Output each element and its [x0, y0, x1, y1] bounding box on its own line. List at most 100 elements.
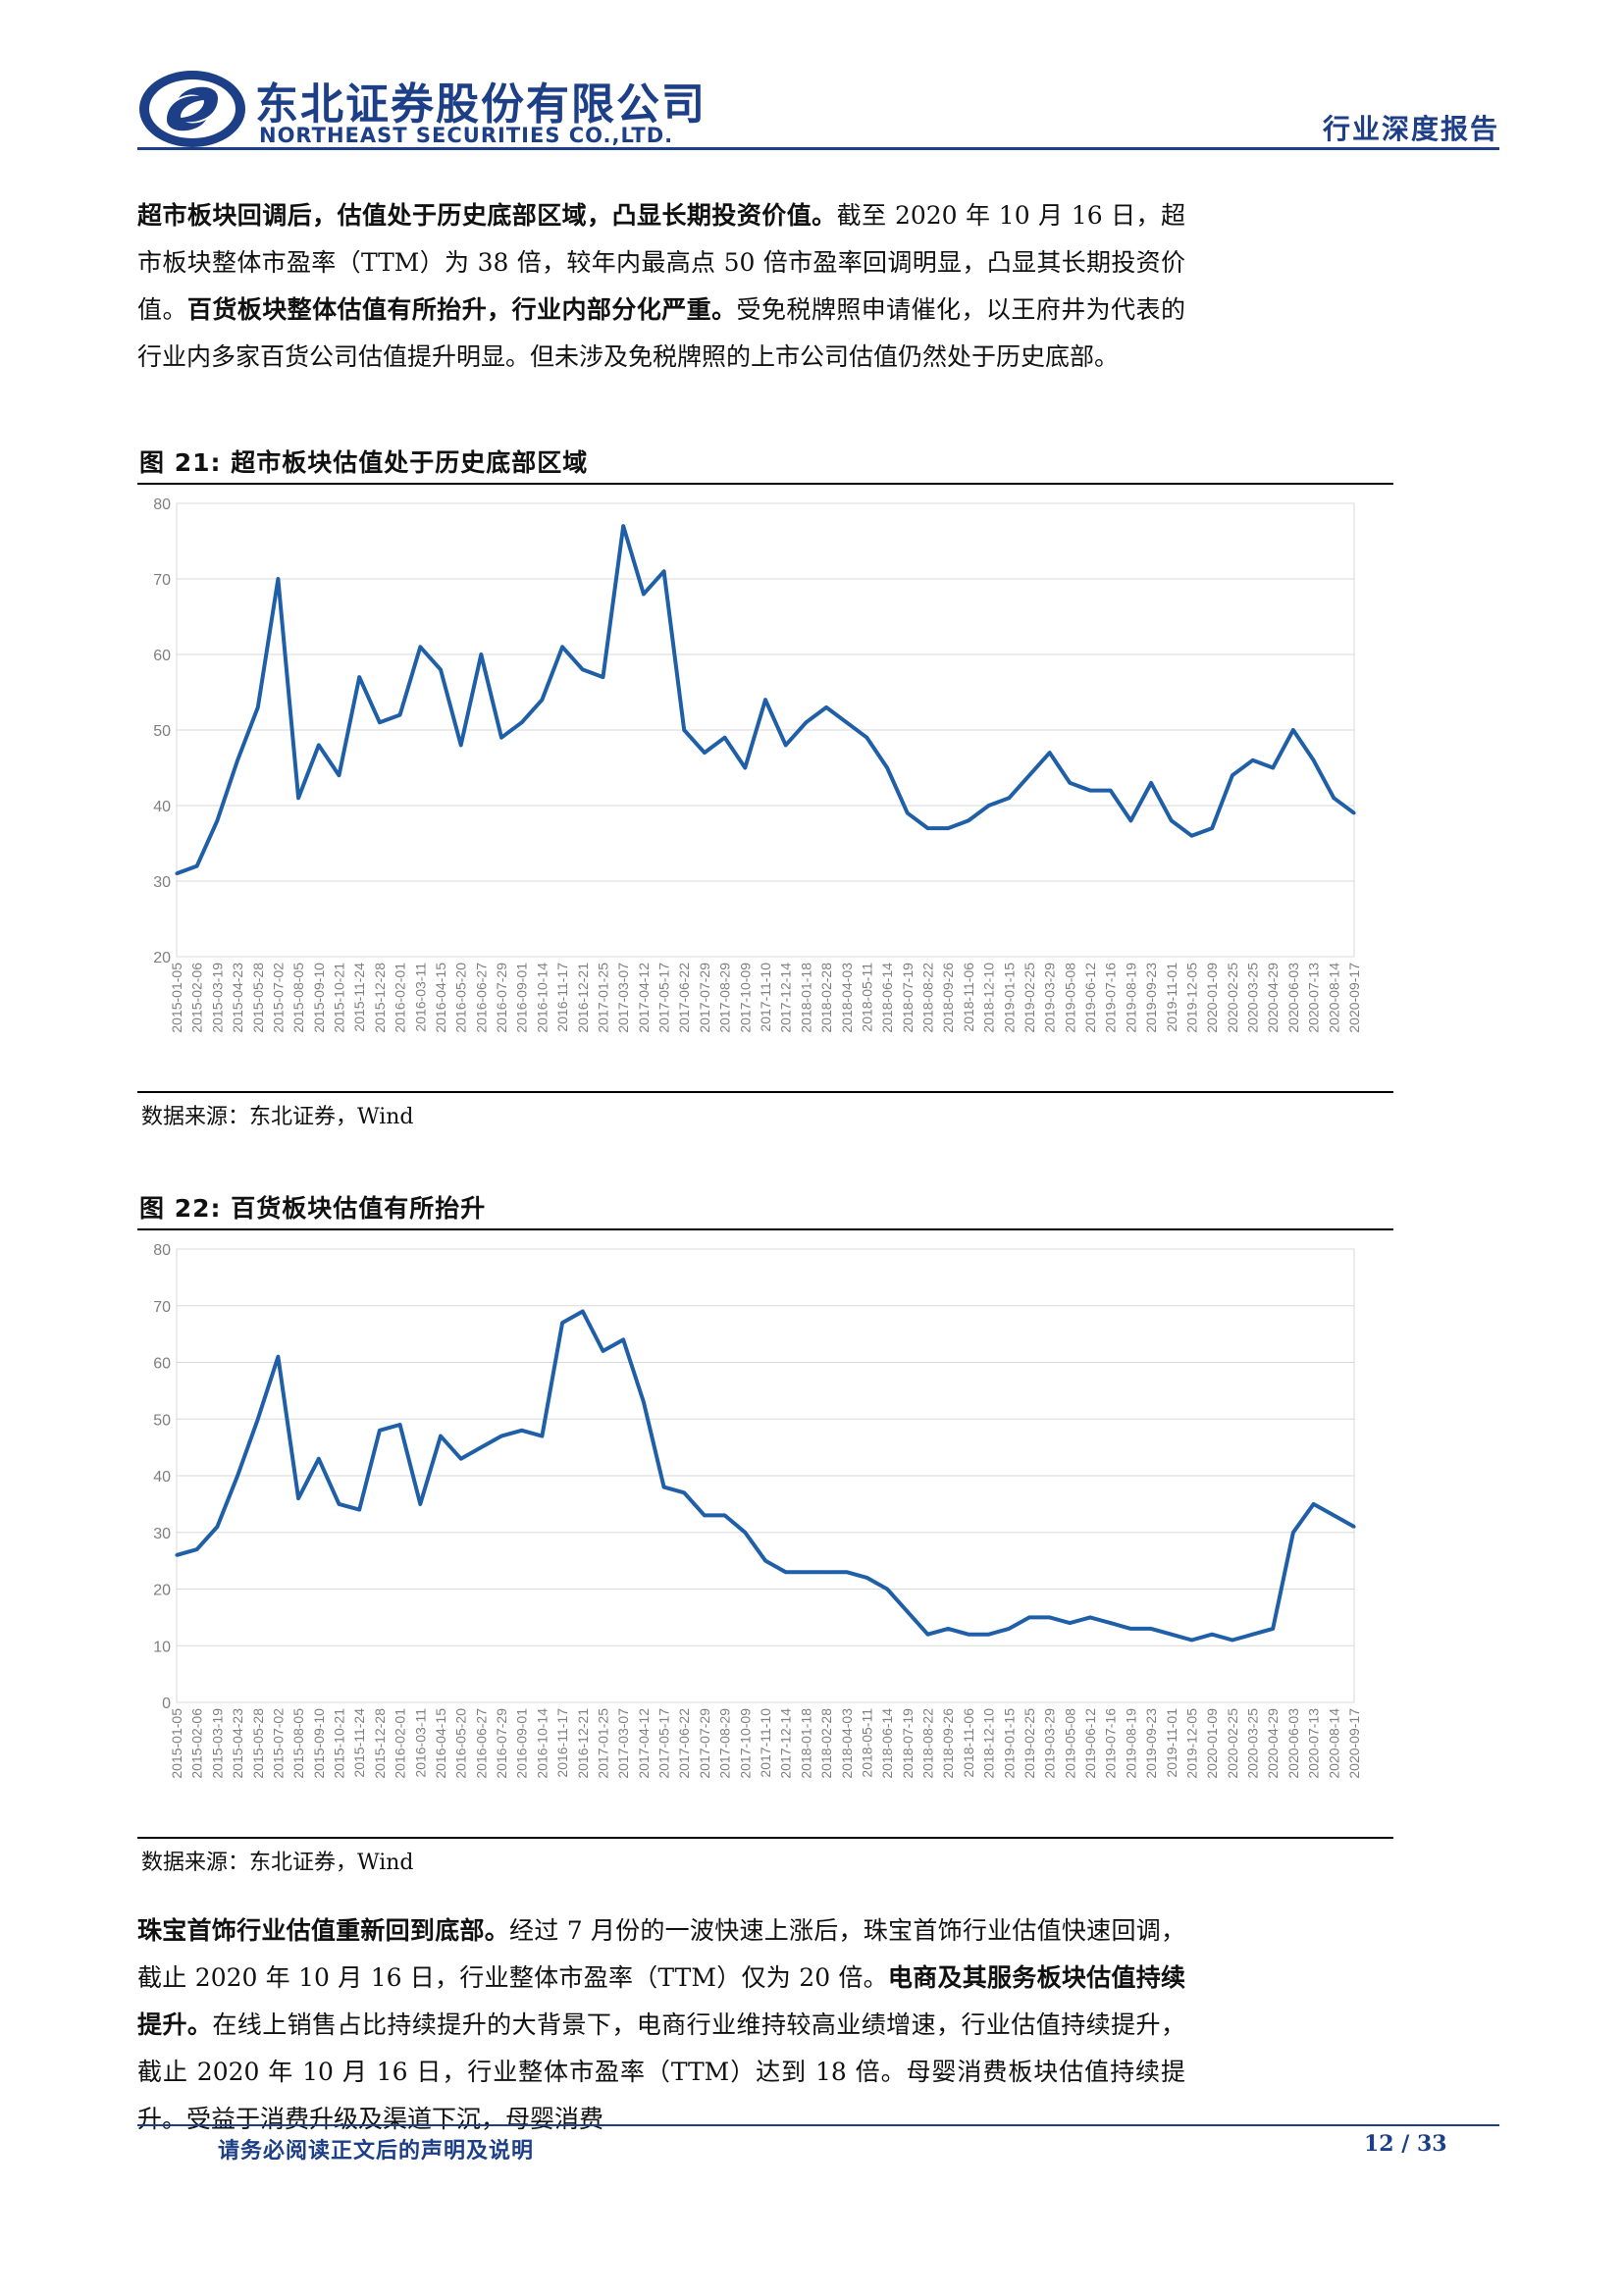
x-tick-label: 2017-05-17	[656, 963, 672, 1033]
x-tick-label: 2017-08-29	[717, 963, 733, 1033]
y-tick-label: 60	[153, 648, 171, 664]
x-tick-label: 2016-05-20	[453, 963, 469, 1033]
x-tick-label: 2019-07-16	[1103, 963, 1119, 1033]
data-point	[459, 743, 463, 747]
data-point	[1068, 781, 1072, 785]
figure-22-source: 数据来源：东北证券，Wind	[141, 1851, 414, 1875]
data-point	[925, 826, 930, 830]
x-tick-label: 2016-02-01	[393, 1708, 408, 1779]
figure-21-source: 数据来源：东北证券，Wind	[141, 1105, 414, 1129]
x-tick-label: 2018-01-18	[798, 1708, 813, 1779]
x-tick-label: 2020-06-03	[1285, 1708, 1301, 1779]
data-point	[1332, 796, 1336, 800]
para1-text1: 截至 2020 年 10 月 16 日，超市板块整体市盈率（TTM）为 38 倍…	[137, 201, 1185, 324]
x-tick-label: 2016-07-29	[494, 963, 509, 1033]
y-tick-label: 70	[153, 1299, 171, 1316]
x-tick-label: 2015-08-05	[290, 1708, 306, 1779]
data-point	[1352, 811, 1356, 815]
data-point	[1027, 1615, 1031, 1619]
data-point	[337, 1502, 341, 1506]
x-tick-label: 2018-04-03	[839, 1708, 855, 1779]
para1-bold2: 百货板块整体估值有所抬升，行业内部分化严重。	[186, 295, 737, 324]
x-tick-label: 2017-04-12	[636, 963, 652, 1033]
data-point	[682, 728, 686, 732]
x-tick-label: 2016-03-11	[412, 963, 428, 1032]
x-tick-label: 2015-07-02	[270, 1708, 286, 1779]
data-point	[520, 720, 524, 724]
x-tick-label: 2017-10-09	[737, 1708, 753, 1779]
x-tick-label: 2018-06-14	[879, 963, 895, 1033]
data-point	[1128, 818, 1133, 822]
x-tick-label: 2018-02-28	[818, 963, 834, 1033]
x-tick-label: 2019-05-08	[1062, 963, 1077, 1033]
data-point	[804, 720, 808, 724]
x-tick-label: 2017-10-09	[737, 963, 753, 1033]
data-point	[1149, 781, 1153, 785]
data-point	[439, 1434, 443, 1438]
data-point	[1312, 758, 1316, 762]
data-point	[763, 698, 767, 702]
x-tick-label: 2017-07-29	[697, 963, 712, 1033]
x-tick-label: 2020-02-25	[1225, 963, 1240, 1033]
data-point	[236, 758, 239, 762]
x-tick-label: 2015-10-21	[332, 1708, 347, 1779]
x-tick-label: 2017-03-07	[615, 1708, 631, 1779]
y-tick-label: 30	[153, 874, 171, 891]
x-tick-label: 2020-01-09	[1204, 963, 1220, 1033]
x-tick-label: 2019-03-29	[1042, 963, 1058, 1033]
data-point	[215, 1525, 219, 1529]
data-point	[703, 1513, 707, 1518]
company-name-en: NORTHEAST SECURITIES CO.,LTD.	[259, 124, 674, 147]
figure-22-top-rule	[137, 1228, 1393, 1230]
x-tick-label: 2016-12-21	[575, 1708, 591, 1779]
para1-bold1: 超市板块回调后，估值处于历史底部区域，凸显长期投资价值。	[137, 201, 837, 230]
x-tick-label: 2017-05-17	[656, 1708, 672, 1779]
footer-divider	[137, 2124, 1499, 2126]
x-tick-label: 2017-08-29	[717, 1708, 733, 1779]
x-tick-label: 2019-11-01	[1164, 1708, 1179, 1778]
data-point	[296, 1496, 300, 1500]
data-point	[824, 705, 828, 709]
x-tick-label: 2020-07-13	[1306, 963, 1322, 1033]
x-tick-label: 2018-07-19	[900, 1708, 916, 1779]
x-tick-label: 2018-01-18	[798, 963, 813, 1033]
x-tick-label: 2017-12-14	[778, 963, 794, 1033]
x-tick-label: 2018-09-26	[940, 1708, 956, 1779]
figure-21-bottom-rule	[137, 1091, 1393, 1093]
data-point	[804, 1570, 808, 1574]
x-tick-label: 2019-02-25	[1022, 963, 1037, 1033]
data-point	[743, 1531, 747, 1535]
data-point	[175, 871, 179, 875]
data-point	[743, 765, 747, 770]
x-tick-label: 2015-11-24	[351, 1708, 367, 1778]
data-point	[661, 569, 666, 573]
x-tick-label: 2017-07-29	[697, 1708, 712, 1779]
x-tick-label: 2020-09-17	[1346, 1708, 1362, 1779]
data-point	[642, 592, 646, 596]
data-point	[1027, 773, 1031, 777]
data-point	[925, 1633, 930, 1637]
data-point	[1352, 1525, 1356, 1529]
data-point	[1128, 1627, 1133, 1631]
x-tick-label: 2018-07-19	[900, 963, 916, 1033]
data-point	[1231, 773, 1234, 777]
data-point	[1170, 1633, 1174, 1637]
data-point	[885, 1587, 889, 1592]
x-tick-label: 2020-08-14	[1326, 1708, 1341, 1779]
y-tick-label: 70	[153, 572, 171, 589]
x-tick-label: 2019-06-12	[1082, 1708, 1098, 1779]
data-point	[581, 1309, 585, 1314]
x-tick-label: 2015-10-21	[332, 963, 347, 1033]
data-point	[1250, 1633, 1255, 1637]
data-point	[1007, 796, 1011, 800]
data-point	[1189, 834, 1194, 838]
x-tick-label: 2015-11-24	[351, 963, 367, 1032]
y-tick-label: 20	[153, 1583, 171, 1599]
y-tick-label: 60	[153, 1356, 171, 1373]
data-point	[1210, 1633, 1214, 1637]
x-tick-label: 2018-12-10	[981, 1708, 997, 1779]
x-tick-label: 2015-04-23	[230, 963, 245, 1033]
data-point	[1210, 826, 1214, 830]
data-point	[1271, 765, 1275, 770]
